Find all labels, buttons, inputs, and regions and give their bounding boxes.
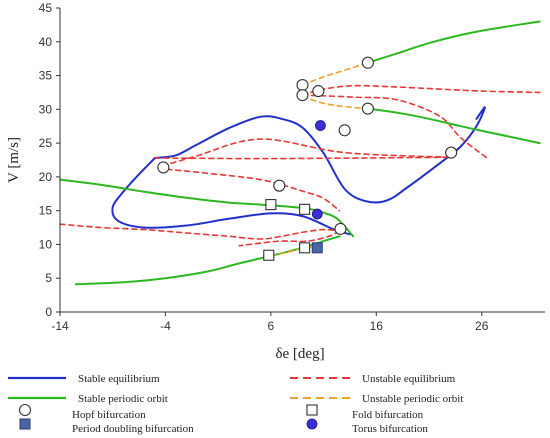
legend-unstable-periodic-label: Unstable periodic orbit xyxy=(362,393,463,405)
legend-hopf-swatch xyxy=(18,403,32,417)
hopf-marker-10 xyxy=(334,222,347,235)
y-tick-label: 10 xyxy=(39,237,53,251)
stable-periodic-line-4 xyxy=(366,107,541,145)
y-axis-title: V [m/s] xyxy=(6,137,22,183)
x-tick-label: 6 xyxy=(268,319,275,333)
unstable-periodic-line-3 xyxy=(270,246,319,257)
stable-periodic-line-1 xyxy=(59,178,355,238)
legend: Stable equilibrium Unstable equilibrium St… xyxy=(8,373,463,435)
unstable-equilibrium-line-3 xyxy=(162,138,451,212)
unstable-equilibrium-line-5 xyxy=(301,84,541,96)
legend-period-doubling-label: Period doubling bifurcation xyxy=(72,423,194,435)
unstable-equilibrium-line-6 xyxy=(238,230,341,247)
hopf-marker-2 xyxy=(296,78,309,92)
x-tick-label: 16 xyxy=(370,319,384,333)
torus-marker-2 xyxy=(311,208,323,220)
x-tick-label: -4 xyxy=(160,319,171,333)
fold-marker-4 xyxy=(299,242,311,254)
unstable-periodic-line-1 xyxy=(301,61,369,86)
legend-fold-label: Fold bifurcation xyxy=(352,409,424,421)
x-tick-label: -14 xyxy=(51,319,69,333)
stable-periodic-line-3 xyxy=(366,20,541,64)
y-tick-label: 0 xyxy=(45,305,52,319)
y-tick-label: 20 xyxy=(39,170,53,184)
fold-marker-2 xyxy=(299,203,311,215)
y-tick-label: 45 xyxy=(39,1,53,15)
hopf-marker-4 xyxy=(296,89,309,102)
x-ticks: -14 -4 6 16 26 xyxy=(51,312,489,333)
period-doubling-marker-1 xyxy=(311,242,323,254)
legend-torus-label: Torus bifurcation xyxy=(352,423,428,435)
unstable-periodic-line-2 xyxy=(301,95,369,110)
y-tick-label: 30 xyxy=(39,102,53,116)
y-tick-label: 25 xyxy=(39,136,53,150)
y-tick-label: 40 xyxy=(39,35,53,49)
x-axis-title: δe [deg] xyxy=(275,346,324,362)
plot-markers xyxy=(157,56,458,261)
hopf-marker-8 xyxy=(157,161,170,174)
hopf-marker-3 xyxy=(312,85,325,98)
torus-marker-1 xyxy=(315,120,326,131)
legend-fold-swatch xyxy=(306,404,318,416)
x-tick-label: 26 xyxy=(475,319,489,333)
y-tick-label: 35 xyxy=(39,69,53,83)
hopf-marker-9 xyxy=(273,179,286,192)
y-tick-label: 5 xyxy=(45,271,52,285)
legend-stable-periodic-label: Stable periodic orbit xyxy=(78,393,168,405)
y-ticks: 0 5 10 15 20 25 30 35 40 45 xyxy=(39,1,60,319)
unstable-equilibrium-line-4 xyxy=(301,94,488,159)
fold-marker-3 xyxy=(263,249,275,261)
legend-unstable-equilibrium-label: Unstable equilibrium xyxy=(362,373,456,385)
axes: -14 -4 6 16 26 0 5 10 15 20 25 30 35 40 45 δe [deg] V… xyxy=(6,1,545,362)
stable-equilibrium-line-2 xyxy=(111,157,351,236)
unstable-equilibrium-line-2 xyxy=(154,156,451,160)
legend-hopf-label: Hopf bifurcation xyxy=(72,409,146,421)
unstable-equilibrium-line-1 xyxy=(59,223,341,240)
hopf-marker-5 xyxy=(361,102,374,115)
legend-stable-equilibrium-label: Stable equilibrium xyxy=(78,373,160,385)
fold-marker-1 xyxy=(265,199,277,211)
legend-period-doubling-swatch xyxy=(19,418,31,430)
y-tick-label: 15 xyxy=(39,204,53,218)
hopf-marker-7 xyxy=(445,146,458,159)
stable-equilibrium-line-1 xyxy=(153,106,486,204)
legend-torus-swatch xyxy=(306,418,318,430)
hopf-marker-1 xyxy=(361,56,374,69)
hopf-marker-6 xyxy=(338,124,351,137)
